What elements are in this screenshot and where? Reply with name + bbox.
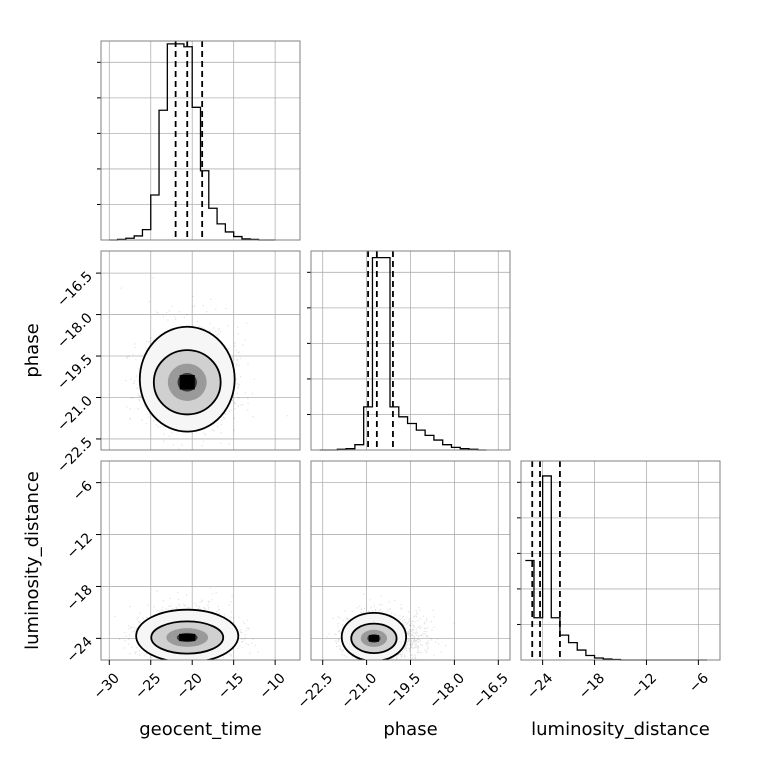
density-peak [179,633,196,642]
y-tick-label: −16.5 [54,269,96,311]
density-content [114,587,259,660]
hist-step-luminosity_distance [525,475,708,661]
y-axis-label-luminosity_distance: luminosity_distance [22,471,43,650]
y-tick-label: −24 [64,634,96,666]
contour-line-level-0 [340,611,408,660]
x-axis-label-phase: phase [383,719,437,740]
y-tick-label: −21.0 [54,393,96,435]
x-tick-label: −25 [132,670,164,702]
panel-border [100,460,301,661]
x-tick-label: −12 [628,670,660,702]
hist-panel-phase [307,250,511,451]
panel-border [100,250,301,451]
density-panel-phase_vs_geocent_time [100,250,301,451]
x-ticks-phase: −22.5 −21.0 −19.5 −18.0 −16.5 [295,660,512,712]
hist-panel-luminosity_distance [517,460,721,661]
y-tick-label: −19.5 [54,352,96,394]
x-axis-label-geocent_time: geocent_time [139,719,262,740]
contour-line-level-1 [152,349,222,416]
contour-line-level-0 [138,325,236,433]
density-peak [368,635,380,642]
hist-step-phase [319,256,487,451]
y-tick-label: −22.5 [54,434,96,476]
y-tick-label: −18.0 [54,310,96,352]
y-axis-label-phase: phase [22,323,43,377]
contour-line-level-0 [135,608,240,660]
y-ticks-luminosity_distance: −24 −18 −12 −6 [64,478,101,666]
hist-panel-geocent_time [97,40,301,241]
panel-border [310,250,511,451]
contour-line-level-1 [350,622,398,655]
x-tick-label: −15 [215,670,247,702]
hist-step-geocent_time [109,43,276,241]
y-tick-label: −18 [64,582,96,614]
x-tick-label: −10 [257,670,289,702]
density-peak [179,375,195,390]
x-tick-label: −22.5 [295,670,337,712]
x-tick-label: −30 [91,670,123,702]
x-tick-label: −18 [576,670,608,702]
y-tick-label: −12 [64,530,96,562]
x-axis-label-luminosity_distance: luminosity_distance [531,719,710,740]
y-ticks-phase: −22.5−21.0−19.5−18.0−16.5 [54,269,101,476]
x-tick-label: −16.5 [470,670,512,712]
x-tick-label: −21.0 [339,670,381,712]
x-tick-label: −18.0 [426,670,468,712]
x-ticks-geocent_time: −30 −25 −20 −15 −10 [91,660,289,703]
x-tick-label: −24 [524,670,556,702]
density-content [326,593,455,660]
panel-border [100,40,301,241]
x-ticks-luminosity_distance: −24 −18 −12 −6 [524,660,712,703]
density-panel-luminosity_distance_vs_phase [310,460,511,661]
x-tick-label: −19.5 [382,670,424,712]
density-content [120,277,288,450]
x-tick-label: −6 [686,670,712,696]
panel-border [520,460,721,661]
contour-line-level-1 [150,620,225,655]
density-panel-luminosity_distance_vs_geocent_time [100,460,301,661]
x-tick-label: −20 [174,670,206,702]
y-tick-label: −6 [70,478,96,504]
